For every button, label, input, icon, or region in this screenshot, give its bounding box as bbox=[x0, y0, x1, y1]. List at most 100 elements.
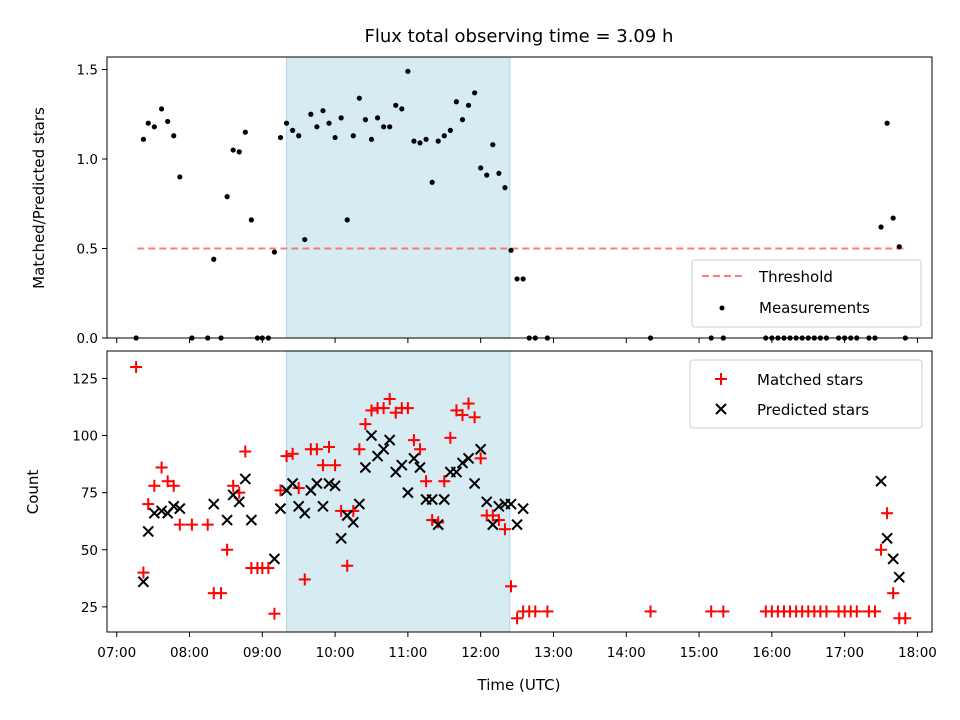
measurement-point bbox=[338, 115, 344, 121]
measurement-point bbox=[878, 224, 884, 230]
x-tick-label: 18:00 bbox=[898, 645, 937, 661]
y-tick-label: 100 bbox=[72, 429, 98, 445]
legend-predicted-swatch bbox=[715, 403, 727, 415]
predicted-stars-point bbox=[462, 452, 475, 465]
legend-threshold-label: Threshold bbox=[758, 268, 833, 286]
predicted-stars-point bbox=[142, 525, 154, 538]
measurement-point bbox=[496, 170, 502, 176]
measurement-point bbox=[211, 256, 217, 262]
measurement-point bbox=[405, 68, 411, 74]
measurement-point bbox=[393, 102, 399, 108]
matched-stars-point bbox=[221, 543, 234, 556]
legend-matched-swatch bbox=[715, 373, 727, 385]
predicted-stars-point bbox=[414, 461, 426, 474]
measurement-point bbox=[429, 179, 435, 185]
x-axis-label: Time (UTC) bbox=[477, 676, 561, 694]
y-tick-label: 1.5 bbox=[77, 63, 98, 79]
measurement-point bbox=[332, 134, 338, 141]
predicted-stars-point bbox=[517, 502, 529, 515]
predicted-stars-point bbox=[377, 443, 390, 455]
matched-stars-point bbox=[239, 445, 252, 458]
measurement-point bbox=[296, 133, 302, 139]
predicted-stars-point bbox=[208, 498, 220, 510]
measurement-point bbox=[145, 120, 151, 126]
matched-stars-point bbox=[420, 475, 433, 488]
measurement-point bbox=[465, 102, 472, 108]
x-tick-label: 09:00 bbox=[243, 645, 282, 661]
matched-stars-point bbox=[389, 406, 402, 419]
top-legend: Threshold Measurements bbox=[691, 259, 922, 328]
matched-stars-point bbox=[173, 518, 186, 531]
predicted-stars-point bbox=[335, 532, 347, 545]
y-tick-label: 0.5 bbox=[77, 242, 98, 258]
x-tick-label: 17:00 bbox=[825, 645, 864, 661]
top-panel: 0.0 0.5 1.0 1.5 Matched/Predicted stars Thr… bbox=[30, 56, 933, 347]
predicted-stars-point bbox=[174, 502, 186, 515]
x-tick-label: 10:00 bbox=[316, 645, 355, 661]
predicted-stars-point bbox=[511, 518, 523, 531]
measurement-point bbox=[896, 244, 902, 250]
matched-stars-point bbox=[274, 484, 287, 497]
predicted-stars-point bbox=[299, 507, 311, 519]
top-legend-box bbox=[691, 259, 922, 328]
predicted-stars-point bbox=[353, 498, 366, 510]
predicted-stars-point bbox=[505, 498, 517, 510]
predicted-stars-point bbox=[468, 477, 481, 490]
x-tick-label: 07:00 bbox=[97, 645, 136, 661]
matched-stars-point bbox=[353, 443, 366, 456]
predicted-stars-point bbox=[359, 461, 372, 474]
predicted-stars-point bbox=[893, 571, 905, 583]
matched-stars-point bbox=[310, 443, 323, 456]
measurement-point bbox=[224, 194, 230, 200]
matched-stars-point bbox=[142, 498, 155, 511]
matched-stars-point bbox=[474, 452, 487, 465]
predicted-stars-point bbox=[887, 553, 899, 565]
measurement-point bbox=[374, 115, 381, 121]
predicted-stars-point bbox=[168, 500, 180, 513]
matched-stars-point bbox=[359, 418, 372, 431]
predicted-stars-point bbox=[245, 514, 258, 526]
bottom-panel: 25 50 75 100 125 07:00 08:00 09:00 10:00 11:00 12… bbox=[24, 350, 937, 694]
measurement-point bbox=[344, 217, 350, 223]
y-tick-label: 25 bbox=[81, 600, 98, 616]
measurement-point bbox=[884, 120, 890, 126]
matched-stars-point bbox=[329, 459, 342, 472]
measurement-point bbox=[441, 133, 447, 139]
measurement-point bbox=[411, 138, 417, 144]
predicted-stars-point bbox=[450, 466, 463, 478]
measurement-point bbox=[326, 120, 332, 126]
measurement-point bbox=[314, 124, 320, 130]
predicted-stars-point bbox=[274, 502, 287, 515]
matched-stars-point bbox=[323, 440, 336, 453]
matched-stars-point bbox=[262, 562, 275, 575]
matched-stars-point bbox=[444, 431, 457, 444]
predicted-stars-point bbox=[137, 576, 150, 588]
measurement-point bbox=[417, 140, 423, 146]
shaded-interval-top bbox=[286, 56, 511, 339]
matched-stars-point bbox=[717, 605, 730, 618]
x-tick-label: 15:00 bbox=[680, 645, 719, 661]
matched-stars-point bbox=[820, 605, 833, 618]
measurement-point bbox=[399, 106, 405, 112]
legend-matched-label: Matched stars bbox=[757, 371, 863, 389]
measurement-point bbox=[890, 215, 896, 221]
measurement-point bbox=[508, 247, 514, 253]
matched-stars-point bbox=[644, 605, 657, 618]
measurement-point bbox=[248, 217, 254, 223]
matched-stars-point bbox=[881, 507, 894, 520]
measurement-point bbox=[520, 276, 526, 282]
predicted-stars-point bbox=[311, 477, 323, 490]
top-axes-frame bbox=[106, 56, 933, 339]
predicted-stars-point bbox=[875, 475, 887, 487]
measurement-point bbox=[356, 95, 362, 101]
matched-stars-point bbox=[286, 447, 299, 460]
matched-stars-point bbox=[426, 514, 439, 527]
measurement-point bbox=[362, 117, 369, 123]
matched-stars-point bbox=[432, 516, 445, 529]
measurement-point bbox=[368, 136, 375, 142]
matched-stars-point bbox=[438, 475, 451, 488]
predicted-stars-point bbox=[426, 493, 438, 506]
predicted-stars-point bbox=[493, 500, 505, 513]
measurement-point bbox=[478, 165, 484, 171]
